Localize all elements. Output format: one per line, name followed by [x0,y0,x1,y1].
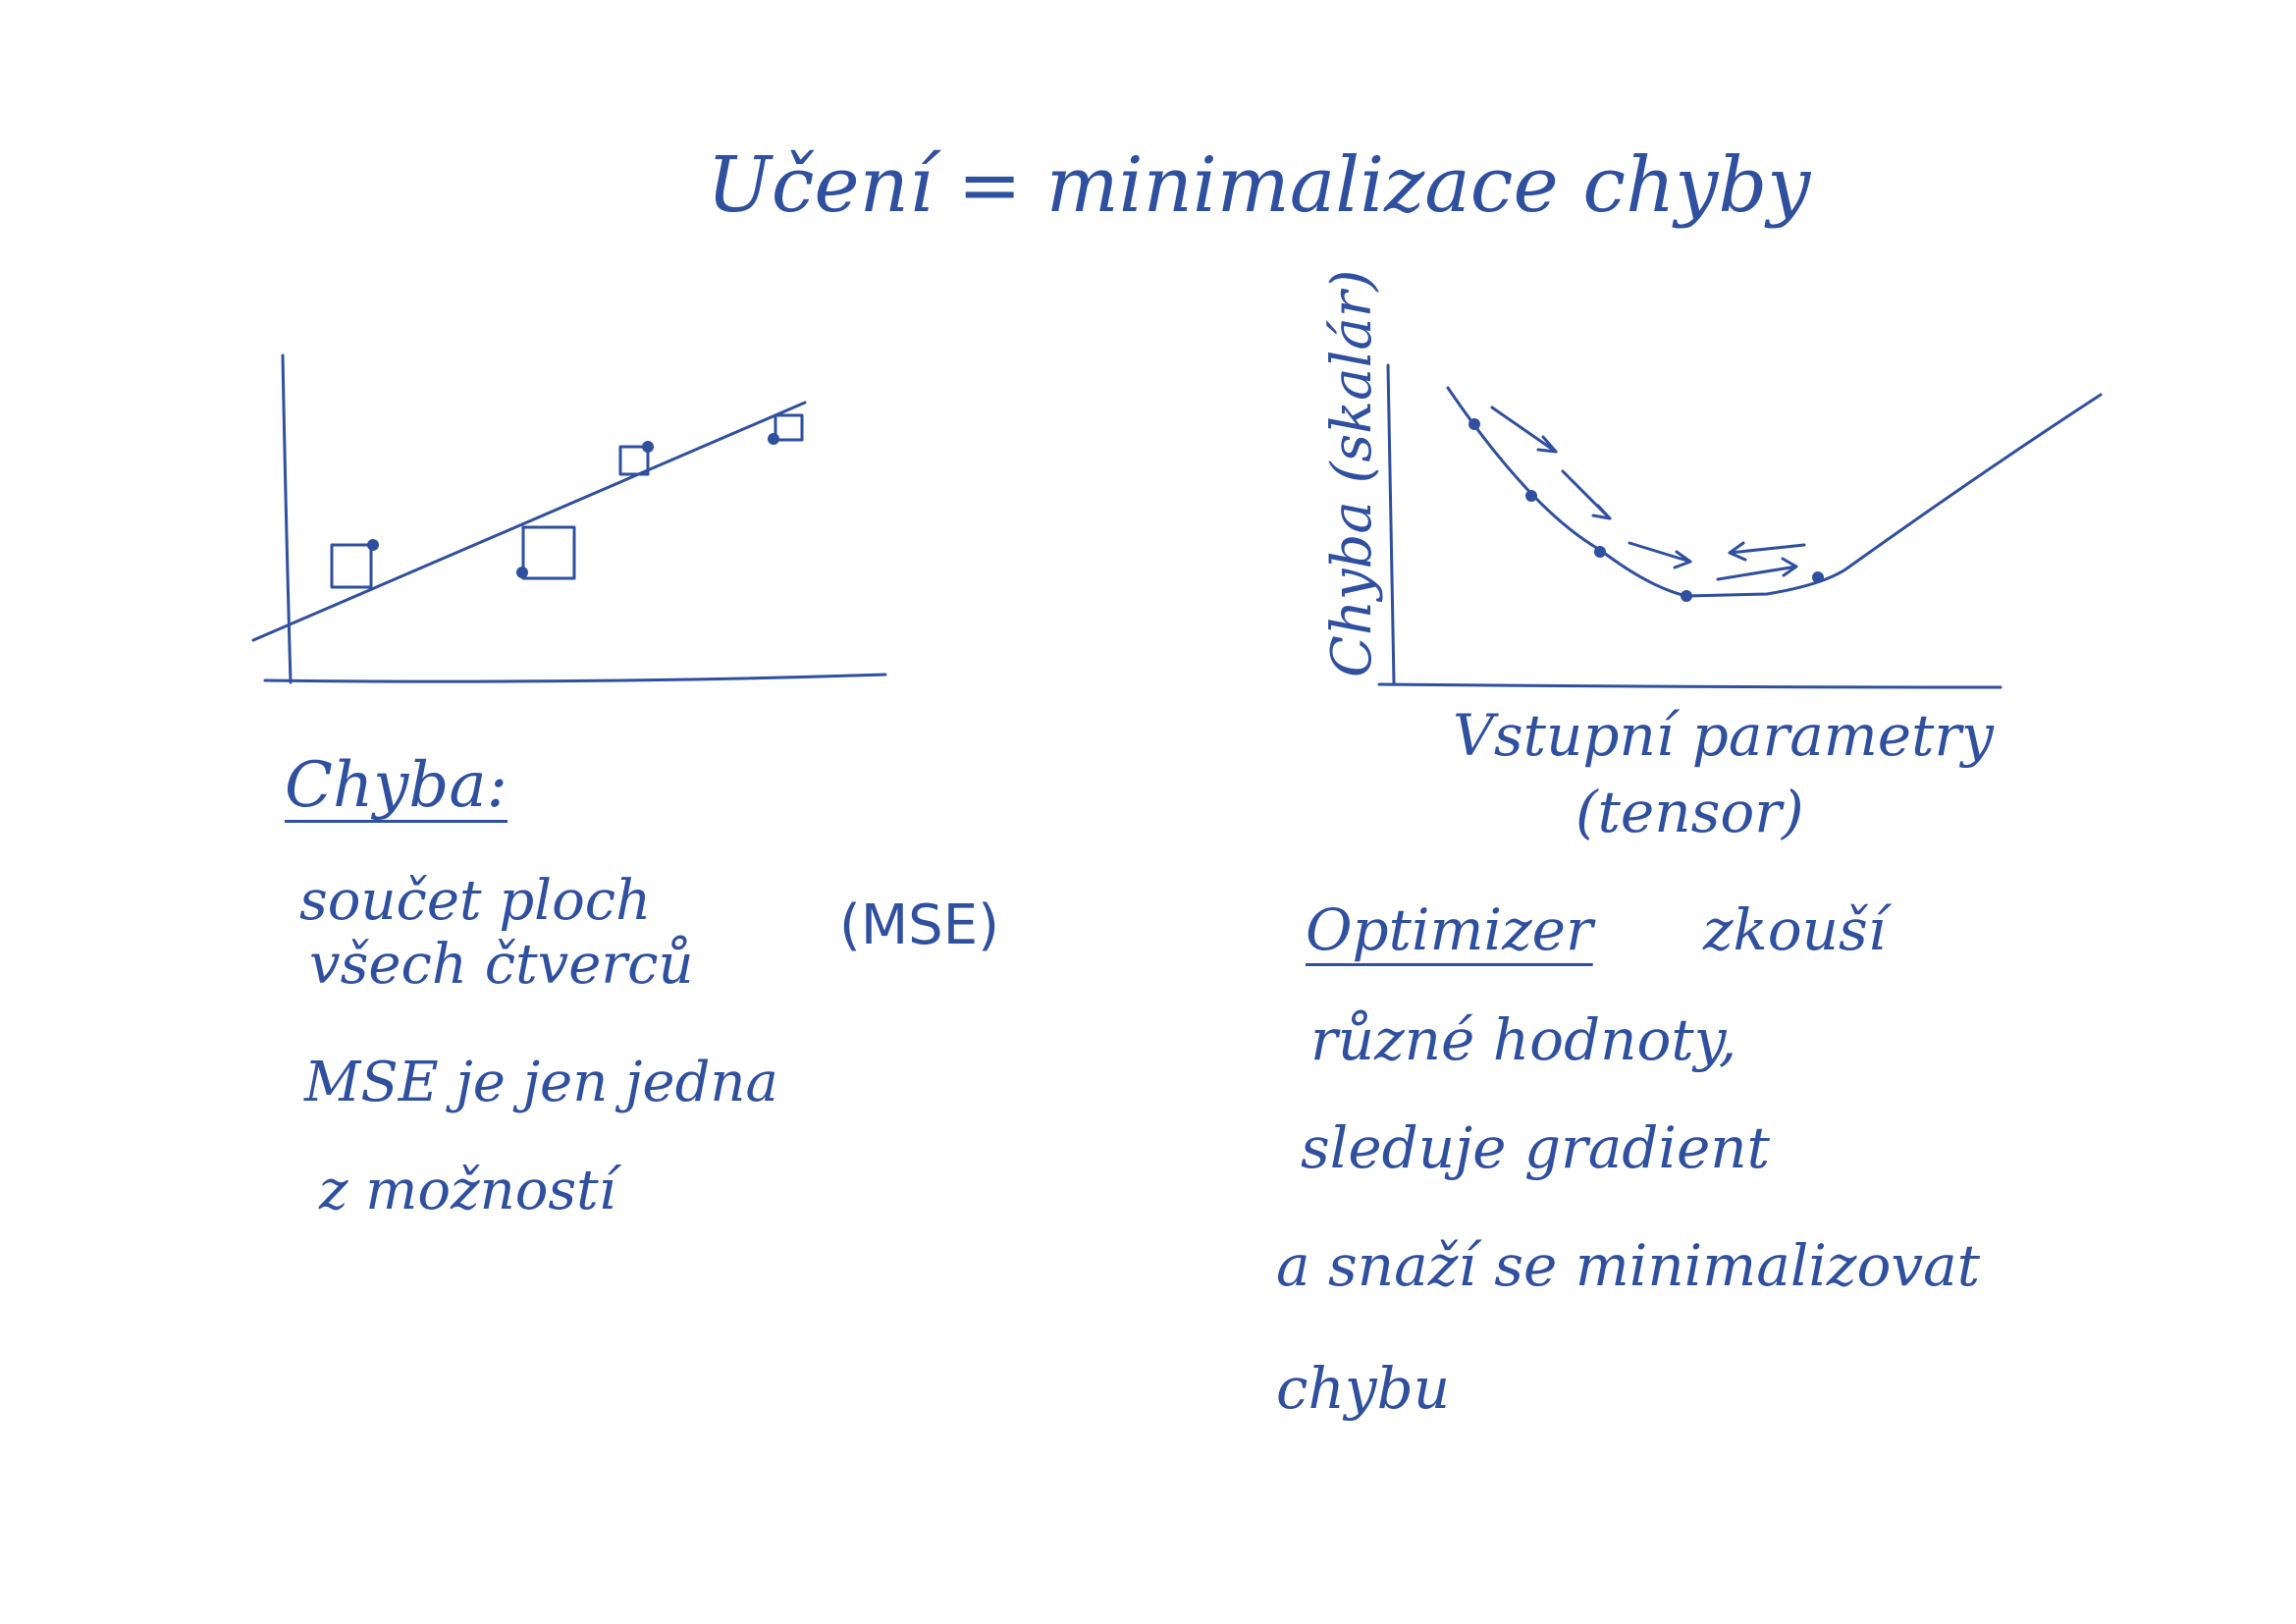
optimizer-description-line: a snaží se minimalizovat [1276,1232,1981,1299]
mse-note: (MSE) [839,893,999,957]
left-x-axis [263,673,887,683]
data-point [642,441,654,453]
optimizer-description-line: chybu [1276,1355,1451,1422]
residual-square [618,445,650,476]
error-description-line: všech čtverců [309,933,694,997]
loss-axis-label: Chyba (skalár) [1320,269,1384,677]
params-axis-label: Vstupní parametry [1453,702,1994,769]
residual-square [521,525,576,580]
oscillation-arrow [1716,565,1798,581]
step-point [1594,546,1606,558]
mse-remark-line: MSE je jen jedna [304,1051,778,1114]
params-axis-sublabel: (tensor) [1575,779,1804,845]
left-y-axis [281,353,293,684]
data-point [516,567,528,578]
step-point [1812,571,1824,583]
optimizer-description-line: zkouší [1703,896,1887,963]
right-loss-curve-sketch [1377,363,2103,689]
residual-square [774,413,804,442]
mse-remark-line: z možností [319,1159,616,1222]
step-point [1468,418,1480,430]
regression-line [251,401,807,642]
data-point [768,433,779,445]
page-title: Učení = minimalizace chyby [707,141,1811,230]
optimizer-description-line: sleduje gradient [1301,1114,1770,1181]
data-point [367,539,379,551]
loss-curve [1446,386,2103,598]
step-point [1525,490,1537,502]
gradient-arrow [1628,541,1692,564]
gradient-arrow [1490,406,1558,454]
optimizer-description-line: různé hodnoty, [1310,1006,1737,1073]
step-point [1681,590,1692,602]
optimizer-term: Optimizer [1306,896,1593,963]
residual-square [330,543,373,589]
error-label: Chyba: [285,749,508,822]
error-description-line: součet ploch [299,869,652,933]
right-y-axis [1386,363,1396,685]
right-x-axis [1377,682,2002,689]
oscillation-arrow [1728,543,1806,555]
left-regression-sketch [251,353,887,684]
